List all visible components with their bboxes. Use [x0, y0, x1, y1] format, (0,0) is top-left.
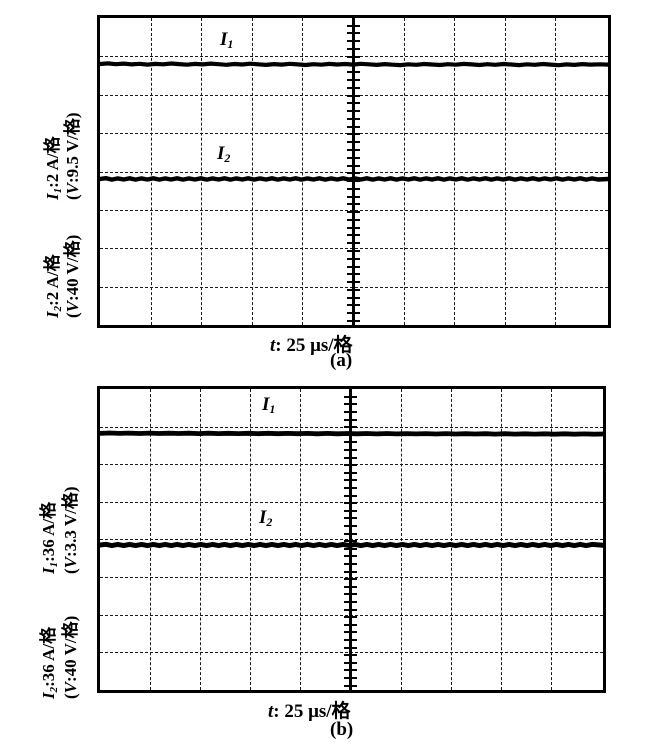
panel-b: I1:36 A/格 (V:3.3 V/格) I2:36 A/格 (V:40 V/… — [0, 374, 655, 748]
gridline-v — [555, 18, 557, 325]
panel-b-caption: (b) — [330, 719, 354, 740]
gridline-v — [454, 18, 456, 325]
panel-a-ylabel-top-line1: I1:2 A/格 — [43, 136, 64, 200]
center-vertical-axis — [349, 389, 352, 690]
panel-b-label-i2: I2 — [259, 507, 273, 529]
gridline-v — [450, 389, 452, 690]
gridline-v — [400, 389, 402, 690]
panel-a-ylabel-bottom-line1: I2:2 A/格 — [43, 254, 64, 318]
panel-b-scope-screen: I1 I2 — [97, 386, 606, 693]
panel-b-graticule: I1 I2 — [100, 389, 603, 690]
panel-a-label-i2: I2 — [217, 143, 231, 165]
panel-b-label-i1: I1 — [262, 394, 276, 416]
gridline-v — [550, 389, 552, 690]
panel-a-ylabel-bottom-line2: (V:40 V/格) — [63, 234, 82, 318]
center-axis-ticks — [347, 18, 360, 325]
panel-a-xlabel: t: 25 μs/格 — [270, 335, 353, 356]
panel-b-xlabel: t: 25 μs/格 — [268, 701, 351, 722]
gridline-v — [250, 389, 252, 690]
gridline-v — [201, 18, 203, 325]
panel-a-scope-screen: I1 I2 — [97, 15, 611, 328]
gridline-v — [500, 389, 502, 690]
panel-b-ylabel-bottom-line1: I2:36 A/格 — [39, 626, 60, 699]
panel-b-ylabel-top-line1: I1:36 A/格 — [39, 501, 60, 574]
gridline-v — [251, 18, 253, 325]
center-vertical-axis — [352, 18, 355, 325]
panel-a: I1:2 A/格 (V:9.5 V/格) I2:2 A/格 (V:40 V/格) — [43, 15, 611, 371]
gridline-v — [504, 18, 506, 325]
panel-b-ylabel-top-line2: (V:3.3 V/格) — [61, 486, 80, 574]
panel-b-ylabel-bottom-line2: (V:40 V/格) — [61, 615, 80, 699]
panel-a-ylabel-top-line2: (V:9.5 V/格) — [63, 112, 82, 200]
panel-a-label-i1: I1 — [220, 29, 234, 51]
center-axis-ticks — [344, 389, 357, 690]
gridline-v — [150, 389, 152, 690]
panel-a-caption: (a) — [330, 350, 353, 371]
gridline-v — [200, 389, 202, 690]
panel-a-graticule: I1 I2 — [100, 18, 608, 325]
gridline-v — [302, 18, 304, 325]
gridline-v — [403, 18, 405, 325]
gridline-v — [150, 18, 152, 325]
gridline-v — [300, 389, 302, 690]
